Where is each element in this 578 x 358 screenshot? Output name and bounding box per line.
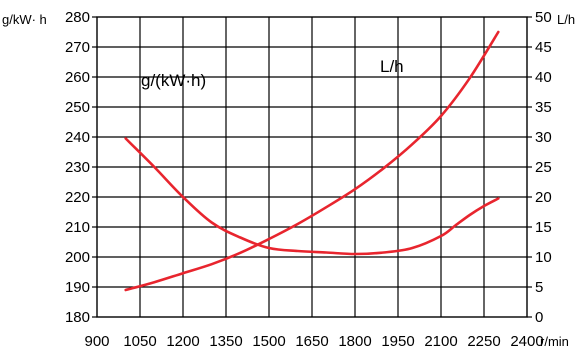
x-tick-label: 2400 [510,333,543,350]
y-left-tick-label: 210 [65,219,90,236]
x-tick-label: 2250 [467,333,500,350]
y-right-tick-label: 35 [535,99,552,116]
x-tick-label: 1050 [123,333,156,350]
y-left-unit: g/kW· h [2,12,47,27]
y-left-tick-label: 200 [65,249,90,266]
y-left-tick-label: 190 [65,279,90,296]
y-right-tick-label: 15 [535,219,552,236]
x-tick-label: 1800 [338,333,371,350]
y-right-tick-label: 40 [535,69,552,86]
x-tick-label: 1950 [381,333,414,350]
series-group [124,30,500,292]
y-right-tick-label: 30 [535,129,552,146]
y-left-tick-label: 270 [65,39,90,56]
grid [97,17,527,317]
y-left-tick-label: 220 [65,189,90,206]
series-line-hourly-consumption [124,30,500,292]
x-tick-label: 1350 [209,333,242,350]
y-left-tick-label: 230 [65,159,90,176]
y-left-tick-label: 180 [65,309,90,326]
y-left-tick-label: 260 [65,69,90,86]
x-tick-label: 2100 [424,333,457,350]
x-tick-label: 1500 [252,333,285,350]
y-right-tick-label: 10 [535,249,552,266]
ticks [92,16,532,318]
y-right-tick-label: 45 [535,39,552,56]
y-right-unit: L/h [557,12,575,27]
y-right-tick-label: 25 [535,159,552,176]
y-right-tick-label: 5 [535,279,543,296]
y-left-tick-label: 280 [65,9,90,26]
x-tick-label: 900 [84,333,109,350]
x-tick-label: 1650 [295,333,328,350]
x-unit: r/min [540,334,569,349]
y-left-tick-label: 250 [65,99,90,116]
x-tick-label: 1200 [166,333,199,350]
y-right-tick-label: 0 [535,309,543,326]
y-left-tick-label: 240 [65,129,90,146]
series-line-specific-consumption [124,137,500,256]
y-right-tick-label: 20 [535,189,552,206]
left-series-annotation: g/(kW·h) [141,71,206,90]
right-series-annotation: L/h [380,57,404,76]
tick-labels: 900 1050 1200 1350 1500 1650 1800 1950 2100 2250 2… [65,9,552,350]
y-right-tick-label: 50 [535,9,552,26]
